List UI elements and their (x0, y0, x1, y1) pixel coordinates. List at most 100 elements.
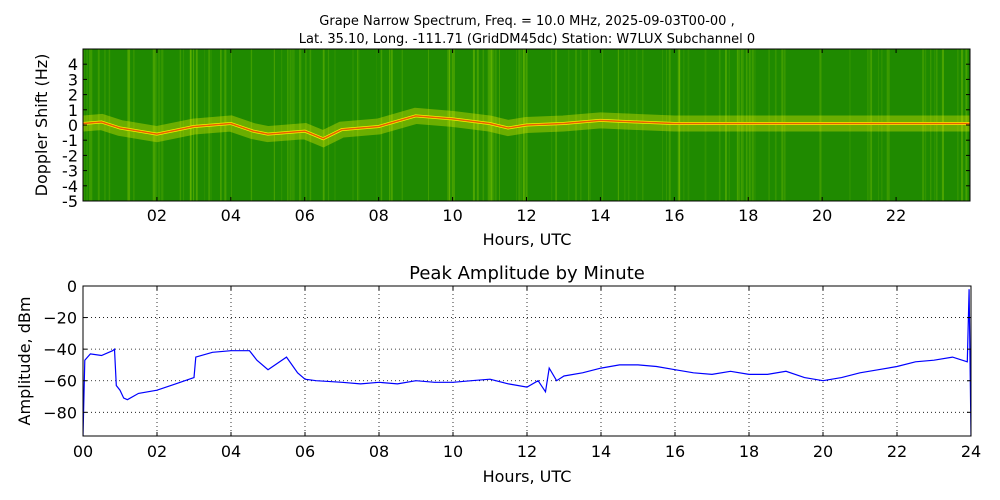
noise-stripe (273, 49, 275, 201)
y-tick-label: 1 (68, 101, 78, 120)
y-tick-label: 0 (68, 116, 78, 135)
noise-stripe (183, 49, 185, 201)
noise-stripe (642, 49, 644, 201)
noise-stripe (401, 49, 403, 201)
x-tick-label: 18 (739, 442, 759, 461)
noise-stripe (588, 49, 591, 201)
noise-stripe (580, 49, 582, 201)
noise-stripe (453, 49, 455, 201)
y-tick-label: -2 (62, 146, 78, 165)
x-tick-label: 02 (147, 206, 167, 225)
noise-stripe (104, 49, 106, 201)
noise-stripe (588, 49, 589, 201)
noise-stripe (322, 49, 325, 201)
noise-stripe (357, 49, 358, 201)
noise-stripe (90, 49, 93, 201)
noise-stripe (152, 49, 155, 201)
x-tick-label: 06 (295, 206, 315, 225)
noise-stripe (376, 49, 377, 201)
noise-stripe (389, 49, 390, 201)
noise-stripe (668, 49, 671, 201)
noise-stripe (390, 49, 393, 201)
noise-stripe (305, 49, 307, 201)
noise-stripe (472, 49, 475, 201)
noise-stripe (97, 49, 100, 201)
noise-stripe (293, 49, 295, 201)
y-tick-label: -1 (62, 131, 78, 150)
spectrogram-title-line2: Lat. 35.10, Long. -111.71 (GridDM45dc) S… (299, 32, 755, 47)
x-tick-label: 18 (738, 206, 758, 225)
x-tick-label: 20 (813, 442, 833, 461)
noise-stripe (155, 49, 157, 201)
x-tick-label: 22 (887, 442, 907, 461)
noise-stripe (133, 49, 135, 201)
noise-stripe (474, 49, 475, 201)
noise-stripe (192, 49, 195, 201)
y-tick-label: -5 (62, 192, 78, 211)
y-tick-label: −60 (43, 372, 77, 391)
noise-stripe (636, 49, 638, 201)
x-tick-label: 24 (961, 442, 981, 461)
noise-stripe (89, 49, 91, 201)
x-tick-label: 20 (812, 206, 832, 225)
x-tick-label: 14 (591, 442, 611, 461)
x-tick-label: 08 (368, 206, 388, 225)
spectrogram-x-axis-label: Hours, UTC (483, 230, 572, 249)
noise-stripe (162, 49, 164, 201)
noise-stripe (158, 49, 160, 201)
noise-stripe (153, 49, 156, 201)
y-tick-label: −40 (43, 340, 77, 359)
x-tick-label: 02 (147, 442, 167, 461)
noise-stripe (476, 49, 479, 201)
x-tick-label: 16 (664, 206, 684, 225)
noise-stripe (624, 49, 626, 201)
noise-stripe (617, 49, 619, 201)
noise-stripe (128, 49, 131, 201)
noise-stripe (189, 49, 192, 201)
noise-stripe (575, 49, 577, 201)
noise-stripe (447, 49, 449, 201)
x-tick-label: 14 (590, 206, 610, 225)
noise-stripe (666, 49, 667, 201)
noise-stripe (299, 49, 300, 201)
noise-stripe (602, 49, 604, 201)
noise-stripe (516, 49, 517, 201)
amplitude-y-axis-label: Amplitude, dBm (15, 297, 34, 426)
y-tick-label: 2 (68, 86, 78, 105)
x-tick-label: 22 (886, 206, 906, 225)
noise-stripe (487, 49, 490, 201)
noise-stripe (334, 49, 336, 201)
noise-stripe (127, 49, 130, 201)
noise-stripe (627, 49, 630, 201)
x-tick-label: 08 (369, 442, 389, 461)
noise-stripe (448, 49, 450, 201)
amplitude-grid (82, 285, 972, 436)
noise-stripe (352, 49, 354, 201)
x-tick-label: 12 (517, 442, 537, 461)
noise-stripe (291, 49, 294, 201)
noise-stripe (428, 49, 429, 201)
noise-stripe (568, 49, 570, 201)
amplitude-y-ticks: 0 −20 −40 −60 −80 (43, 277, 971, 422)
noise-stripe (300, 49, 302, 201)
y-tick-label: 4 (68, 55, 78, 74)
x-tick-label: 12 (516, 206, 536, 225)
y-tick-label: −20 (43, 309, 77, 328)
y-tick-label: 3 (68, 70, 78, 89)
y-tick-label: −80 (43, 403, 77, 422)
noise-stripe (327, 49, 330, 201)
noise-stripe (156, 49, 158, 201)
noise-stripe (159, 49, 161, 201)
y-tick-label: 0 (67, 277, 77, 296)
amplitude-x-ticks: 00 02 04 06 08 10 12 14 16 18 20 22 24 (73, 286, 981, 461)
noise-stripe (448, 49, 451, 201)
x-tick-label: 16 (665, 442, 685, 461)
amplitude-frame (82, 285, 972, 437)
noise-stripe (190, 49, 192, 201)
noise-stripe (482, 49, 484, 201)
x-tick-label: 10 (443, 442, 463, 461)
x-tick-label: 06 (295, 442, 315, 461)
x-tick-label: 04 (221, 206, 241, 225)
noise-stripe (482, 49, 485, 201)
